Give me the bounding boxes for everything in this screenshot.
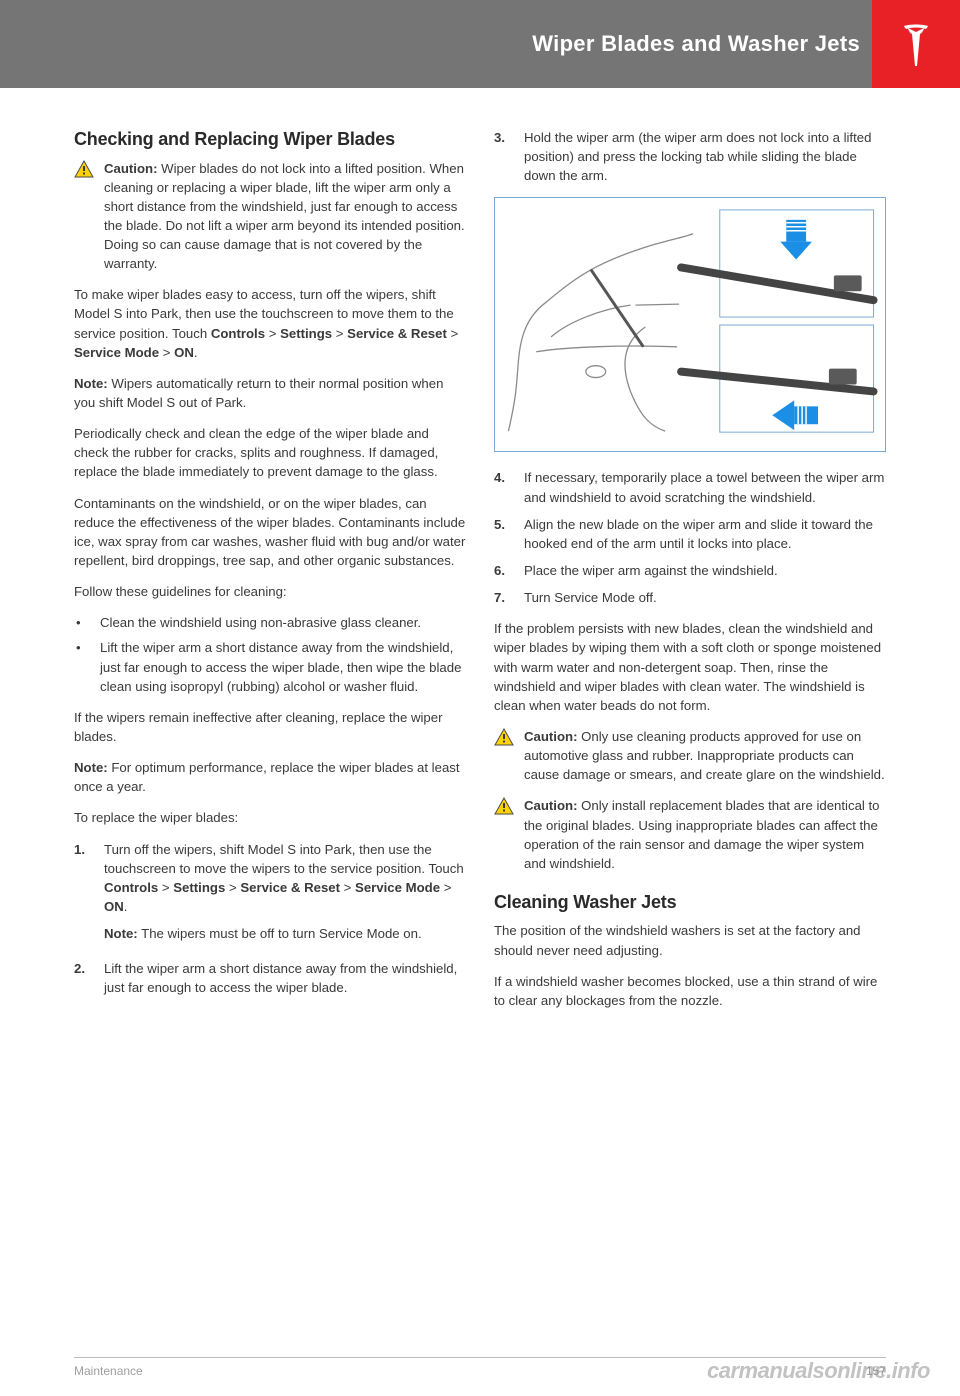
tesla-badge: [872, 0, 960, 88]
step-6: 6.Place the wiper arm against the windsh…: [494, 561, 886, 580]
replace-steps-right-a: 3. Hold the wiper arm (the wiper arm doe…: [494, 128, 886, 185]
para-periodic-check: Periodically check and clean the edge of…: [74, 424, 466, 481]
diagram-svg: [495, 198, 885, 451]
para-guidelines: Follow these guidelines for cleaning:: [74, 582, 466, 601]
tesla-logo-icon: [896, 22, 936, 66]
right-column: 3. Hold the wiper arm (the wiper arm doe…: [494, 128, 886, 1022]
replace-steps-right-b: 4.If necessary, temporarily place a towe…: [494, 468, 886, 607]
heading-checking-replacing: Checking and Replacing Wiper Blades: [74, 128, 466, 151]
step-4: 4.If necessary, temporarily place a towe…: [494, 468, 886, 506]
para-contaminants: Contaminants on the windshield, or on th…: [74, 494, 466, 571]
caution-icon: [494, 796, 514, 873]
note-optimum: Note: For optimum performance, replace t…: [74, 758, 466, 796]
caution-body: Wiper blades do not lock into a lifted p…: [104, 161, 465, 272]
para-service-position: To make wiper blades easy to access, tur…: [74, 285, 466, 362]
para-jets-blocked: If a windshield washer becomes blocked, …: [494, 972, 886, 1010]
caution-text: Caution: Wiper blades do not lock into a…: [104, 159, 466, 274]
note-label: Note:: [74, 376, 108, 391]
replace-steps-left: 1. Turn off the wipers, shift Model S in…: [74, 840, 466, 998]
left-column: Checking and Replacing Wiper Blades Caut…: [74, 128, 466, 1022]
caution-callout-3: Caution: Only install replacement blades…: [494, 796, 886, 873]
para-problem-persists: If the problem persists with new blades,…: [494, 619, 886, 715]
para-to-replace: To replace the wiper blades:: [74, 808, 466, 827]
step-3: 3. Hold the wiper arm (the wiper arm doe…: [494, 128, 886, 185]
caution-label: Caution:: [104, 161, 157, 176]
para-jets-position: The position of the windshield washers i…: [494, 921, 886, 959]
step-5: 5.Align the new blade on the wiper arm a…: [494, 515, 886, 553]
step-7: 7.Turn Service Mode off.: [494, 588, 886, 607]
page-title: Wiper Blades and Washer Jets: [532, 31, 860, 57]
caution-icon: [74, 159, 94, 274]
list-item: •Lift the wiper arm a short distance awa…: [74, 638, 466, 695]
step-1: 1. Turn off the wipers, shift Model S in…: [74, 840, 466, 952]
para-ineffective: If the wipers remain ineffective after c…: [74, 708, 466, 746]
caution-callout-2: Caution: Only use cleaning products appr…: [494, 727, 886, 784]
heading-cleaning-jets: Cleaning Washer Jets: [494, 891, 886, 914]
cleaning-guidelines-list: •Clean the windshield using non-abrasive…: [74, 613, 466, 696]
caution-callout: Caution: Wiper blades do not lock into a…: [74, 159, 466, 274]
caution-icon: [494, 727, 514, 784]
footer-section: Maintenance: [74, 1364, 143, 1378]
watermark: carmanualsonline.info: [707, 1358, 930, 1384]
list-item: •Clean the windshield using non-abrasive…: [74, 613, 466, 632]
step-2: 2. Lift the wiper arm a short distance a…: [74, 959, 466, 997]
note-auto-return: Note: Wipers automatically return to the…: [74, 374, 466, 412]
page-header: Wiper Blades and Washer Jets: [0, 0, 960, 88]
wiper-diagram: [494, 197, 886, 452]
content-area: Checking and Replacing Wiper Blades Caut…: [0, 88, 960, 1022]
